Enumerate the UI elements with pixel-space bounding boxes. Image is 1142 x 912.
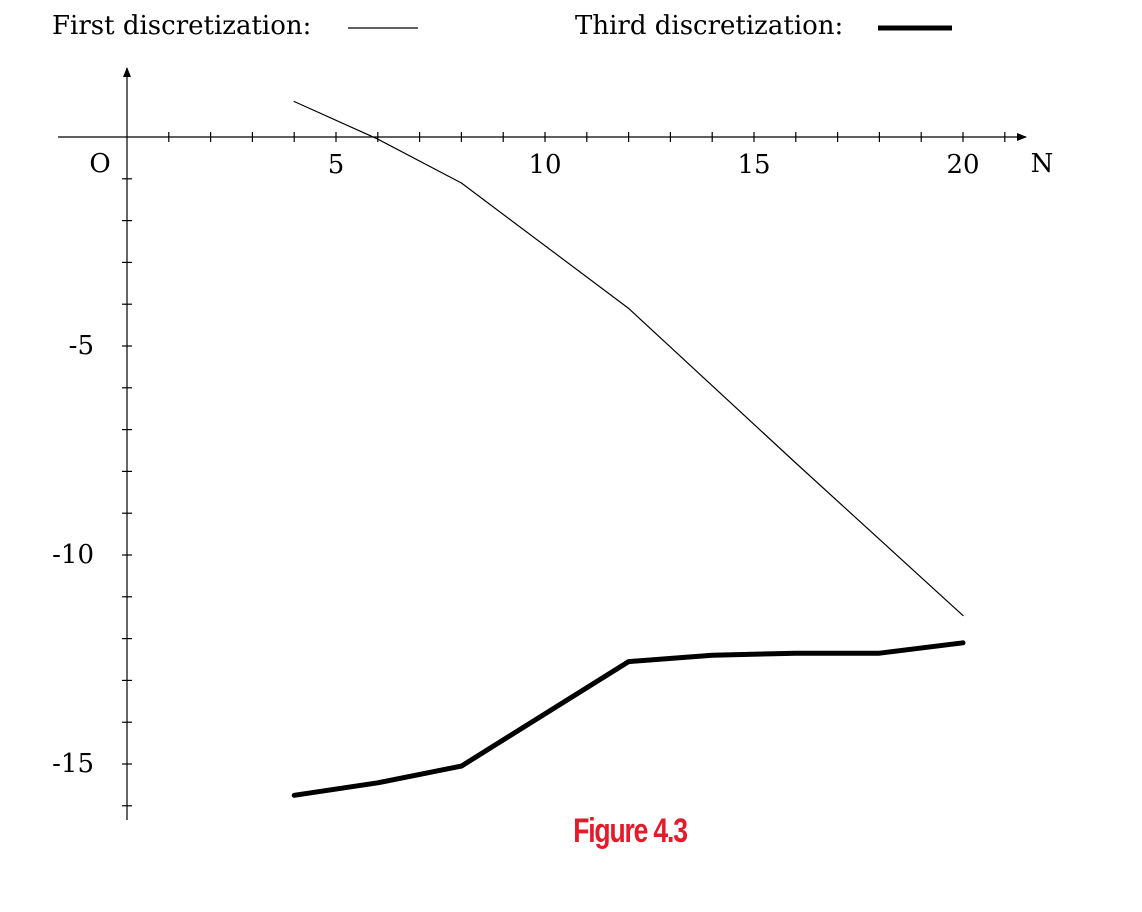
legend: First discretization: Third discretizati… (52, 11, 952, 41)
figure-caption: Figure 4.3 (573, 812, 688, 850)
legend-label-first: First discretization: (52, 11, 311, 41)
y-tick-label: -10 (52, 540, 94, 570)
origin-label: O (89, 149, 110, 179)
legend-label-third: Third discretization: (575, 11, 843, 41)
x-tick-label: 5 (328, 150, 345, 180)
x-tick-label: 10 (528, 150, 561, 180)
series-line-first-discretization (293, 100, 964, 617)
x-tick-label: 15 (737, 150, 770, 180)
y-tick-label: -5 (69, 331, 94, 361)
x-axis-ticks: 5 10 15 20 (168, 132, 1006, 180)
x-tick-label: 20 (946, 150, 979, 180)
y-axis-ticks: -5 -10 -15 (52, 178, 132, 807)
x-axis-label: N (1031, 149, 1054, 179)
y-tick-label: -15 (52, 749, 94, 779)
series-line-third-discretization (291, 640, 966, 798)
series-layer (291, 100, 966, 798)
